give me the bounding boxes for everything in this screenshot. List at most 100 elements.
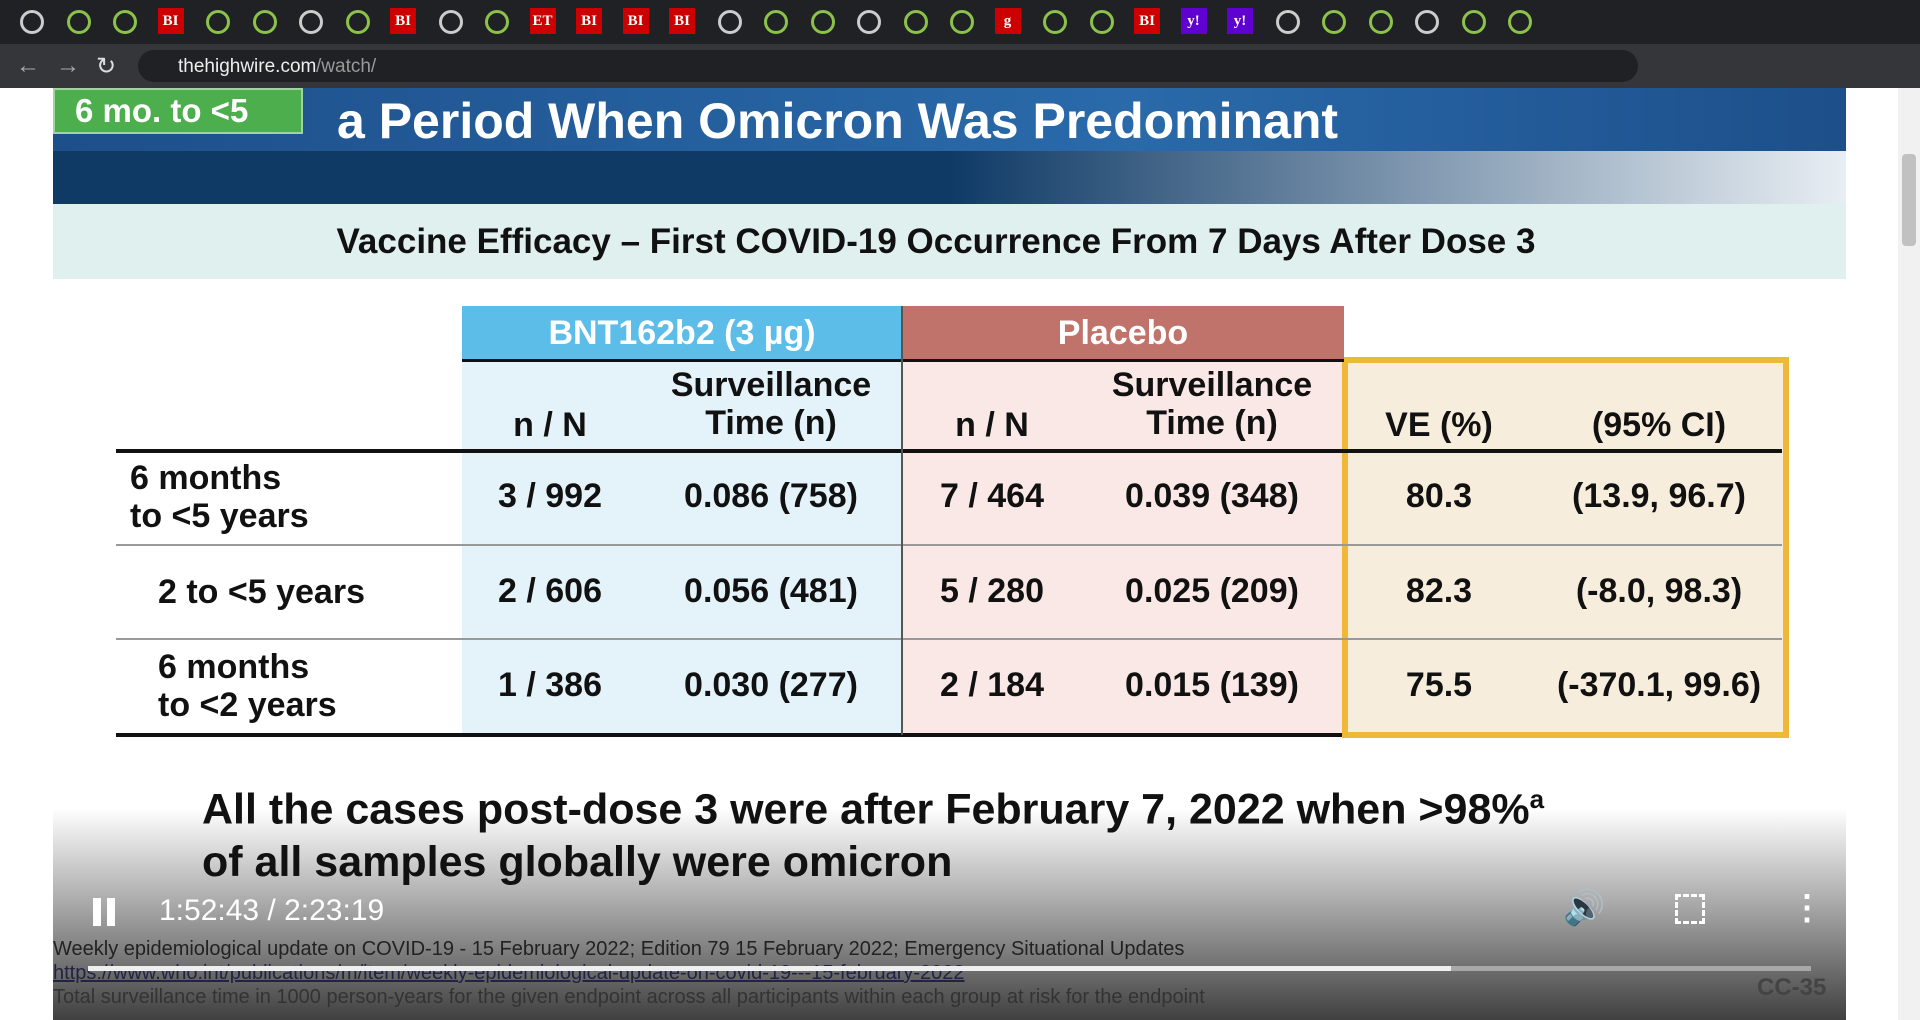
table-cell: 0.015 (139) bbox=[1125, 666, 1299, 704]
rule bbox=[462, 359, 1344, 362]
column-header: VE (%) bbox=[1385, 406, 1493, 444]
title-banner bbox=[53, 88, 1846, 151]
more-button[interactable]: ⋮ bbox=[1790, 889, 1824, 927]
tab-icon[interactable] bbox=[1368, 10, 1393, 34]
column-header: Time (n) bbox=[1146, 404, 1278, 442]
placebo-column-bg bbox=[902, 360, 1342, 735]
dark-band bbox=[53, 151, 1846, 204]
reload-button[interactable]: ↻ bbox=[96, 53, 117, 80]
table-cell: 0.086 (758) bbox=[684, 477, 858, 515]
tab-icon[interactable] bbox=[1415, 10, 1439, 34]
progress-played bbox=[88, 966, 1451, 971]
table-cell: 80.3 bbox=[1405, 477, 1473, 515]
row-label: to <2 years bbox=[158, 686, 337, 724]
column-header: n / N bbox=[955, 406, 1029, 444]
table-cell: 82.3 bbox=[1405, 572, 1473, 610]
tab-icon[interactable]: BI bbox=[157, 8, 184, 34]
tab-icon[interactable] bbox=[717, 10, 742, 34]
note-line: of all samples globally were omicron bbox=[202, 838, 953, 886]
table-cell: 0.056 (481) bbox=[684, 572, 858, 610]
tab-icon[interactable] bbox=[1322, 10, 1346, 34]
video-slide[interactable]: 6 mo. to <5 a Period When Omicron Was Pr… bbox=[53, 88, 1846, 1020]
tab-icon[interactable] bbox=[810, 10, 835, 34]
rule bbox=[116, 544, 1782, 546]
tab-icon[interactable] bbox=[206, 10, 230, 34]
tab-icon[interactable] bbox=[1508, 10, 1532, 34]
tab-icon[interactable] bbox=[950, 10, 974, 34]
note-line: All the cases post-dose 3 were after Feb… bbox=[202, 784, 1544, 834]
tab-bar: BI BI ET BI BI BI g BI y! y! bbox=[0, 0, 1920, 44]
row-label: to <5 years bbox=[130, 497, 309, 535]
address-bar[interactable]: thehighwire.com /watch/ bbox=[138, 50, 1638, 82]
slide-id: CC-35 bbox=[1757, 974, 1827, 1001]
tab-icon[interactable]: ET bbox=[529, 8, 556, 34]
url-path: /watch/ bbox=[316, 56, 377, 77]
tab-icon[interactable] bbox=[345, 10, 370, 34]
tab-icon[interactable] bbox=[66, 10, 91, 34]
tab-icon[interactable]: BI bbox=[622, 8, 649, 34]
table-cell: 0.039 (348) bbox=[1125, 477, 1299, 515]
divider bbox=[901, 306, 903, 735]
group-header: BNT162b2 (3 µg) bbox=[462, 306, 902, 360]
pause-button[interactable] bbox=[93, 898, 101, 926]
bnt-column-bg bbox=[462, 360, 902, 735]
scrollbar[interactable] bbox=[1898, 88, 1920, 1020]
column-header: n / N bbox=[513, 406, 587, 444]
rule bbox=[116, 449, 1782, 453]
tab-icon[interactable]: y! bbox=[1180, 8, 1207, 34]
forward-button[interactable]: → bbox=[56, 52, 80, 79]
column-header: Surveillance bbox=[1111, 366, 1313, 404]
slide-subtitle: Vaccine Efficacy – First COVID-19 Occurr… bbox=[336, 222, 1536, 261]
tab-icon[interactable] bbox=[857, 10, 881, 34]
tab-icon[interactable]: g bbox=[994, 8, 1021, 34]
tab-icon[interactable] bbox=[1089, 10, 1114, 34]
volume-button[interactable]: 🔊 bbox=[1563, 889, 1606, 927]
tab-icon[interactable]: y! bbox=[1227, 8, 1253, 34]
toolbar: ← → ↻ thehighwire.com /watch/ bbox=[0, 44, 1920, 88]
tab-icon[interactable] bbox=[438, 10, 463, 34]
fullscreen-button[interactable] bbox=[1675, 894, 1705, 924]
row-label: 6 months bbox=[158, 648, 310, 686]
table-cell: 1 / 386 bbox=[498, 666, 602, 704]
tab-icon[interactable] bbox=[903, 10, 928, 34]
row-label: 6 months bbox=[130, 459, 282, 497]
rule bbox=[116, 733, 1342, 737]
table-cell: 0.025 (209) bbox=[1125, 572, 1299, 610]
tab-icon[interactable] bbox=[764, 10, 788, 34]
table-cell: 2 / 184 bbox=[940, 666, 1044, 704]
table-cell: (-370.1, 99.6) bbox=[1556, 666, 1762, 704]
back-button[interactable]: ← bbox=[16, 52, 40, 79]
tab-icon[interactable] bbox=[1043, 10, 1067, 34]
slide-tag: 6 mo. to <5 bbox=[53, 88, 303, 134]
scroll-thumb[interactable] bbox=[1902, 154, 1916, 246]
tab-icon[interactable] bbox=[1461, 10, 1486, 34]
group-header: Placebo bbox=[902, 306, 1344, 360]
url-host: thehighwire.com bbox=[178, 56, 317, 77]
rule bbox=[116, 638, 1782, 640]
efficacy-table: BNT162b2 (3 µg) Placebo n / N Surveillance T… bbox=[53, 88, 1846, 1020]
progress-track[interactable] bbox=[88, 966, 1811, 971]
table-cell: 7 / 464 bbox=[940, 477, 1044, 515]
tab-icon[interactable] bbox=[113, 10, 137, 34]
note-text: All the cases post-dose 3 were after Feb… bbox=[202, 785, 1530, 834]
tab-icon[interactable]: BI bbox=[576, 8, 602, 34]
ve-column-bg bbox=[1342, 357, 1789, 738]
tab-icon[interactable] bbox=[20, 10, 44, 34]
tab-icon[interactable] bbox=[252, 10, 277, 34]
tab-icon[interactable] bbox=[299, 10, 323, 34]
slide-title: a Period When Omicron Was Predominant bbox=[337, 93, 1339, 149]
tab-icon[interactable]: BI bbox=[669, 8, 695, 34]
time-display: 1:52:43 / 2:23:19 bbox=[159, 894, 385, 927]
footnote: Total surveillance time in 1000 person-y… bbox=[53, 986, 1205, 1008]
tab-icon[interactable] bbox=[1275, 10, 1300, 34]
table-cell: (-8.0, 98.3) bbox=[1575, 572, 1743, 610]
column-header: (95% CI) bbox=[1591, 406, 1727, 444]
note-superscript: a bbox=[1529, 784, 1545, 814]
tab-icon[interactable]: BI bbox=[390, 8, 416, 34]
column-header: Time (n) bbox=[705, 404, 837, 442]
tab-icon[interactable] bbox=[485, 10, 509, 34]
table-cell: 3 / 992 bbox=[498, 477, 602, 515]
tab-icon[interactable]: BI bbox=[1134, 8, 1160, 34]
